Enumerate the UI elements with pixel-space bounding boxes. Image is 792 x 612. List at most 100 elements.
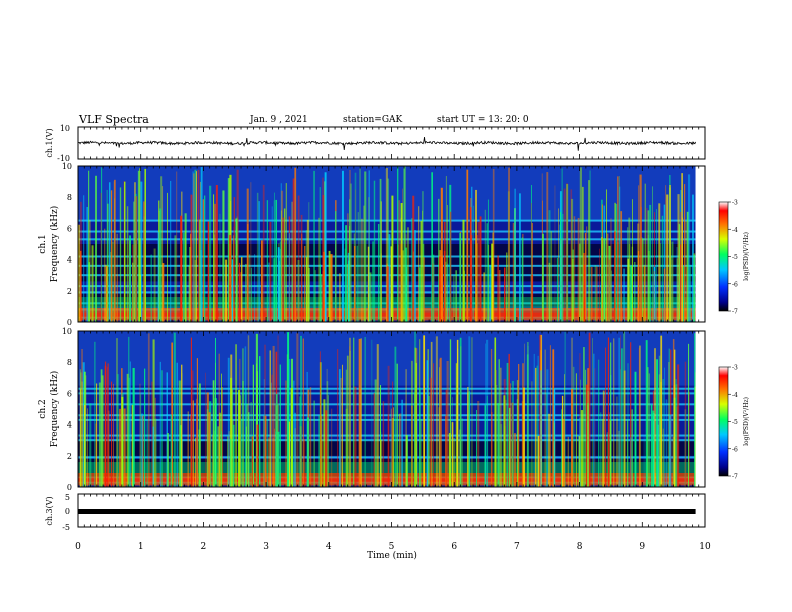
sferic-streak: [318, 415, 320, 487]
sferic-streak: [490, 348, 493, 487]
sferic-streak: [319, 351, 321, 487]
sferic-streak: [246, 188, 249, 322]
sferic-streak: [195, 171, 197, 322]
sferic-streak: [202, 199, 204, 322]
sferic-streak: [423, 257, 426, 322]
sferic-streak: [204, 195, 206, 322]
sferic-streak: [364, 337, 366, 487]
sferic-streak: [313, 400, 315, 487]
sferic-streak: [448, 433, 451, 487]
sferic-streak: [685, 221, 687, 322]
sferic-streak: [325, 410, 328, 487]
sferic-streak: [294, 412, 297, 487]
sferic-streak: [285, 183, 287, 322]
frequency-band: [78, 434, 696, 437]
y-tick-label: 10: [62, 327, 72, 336]
sferic-streak: [611, 270, 613, 322]
sferic-streak: [300, 439, 302, 487]
sferic-streak: [658, 355, 661, 487]
sferic-streak: [268, 437, 270, 487]
sferic-streak: [606, 189, 608, 322]
sferic-streak: [645, 340, 648, 487]
sferic-streak: [139, 383, 141, 487]
sferic-streak: [521, 237, 524, 322]
sferic-streak: [227, 436, 229, 487]
sferic-streak: [594, 265, 596, 322]
sferic-streak: [291, 201, 293, 322]
sferic-streak: [246, 403, 248, 487]
sferic-streak: [495, 384, 498, 487]
sferic-streak: [304, 439, 306, 487]
sferic-streak: [486, 223, 488, 322]
x-tick-labels: 0 1 2 3 4 5 6 7 8 9 10: [75, 542, 711, 552]
sferic-streak: [157, 232, 160, 322]
sferic-streak: [349, 183, 352, 322]
sferic-streak: [152, 339, 155, 487]
sferic-streak: [669, 185, 671, 322]
sferic-streak: [345, 225, 348, 322]
sferic-streak: [675, 384, 678, 487]
sferic-streak: [580, 410, 584, 487]
colorbar-scale: [718, 366, 729, 477]
sferic-streak: [521, 401, 524, 487]
ch1-waveform-line: [77, 137, 696, 151]
sferic-streak: [418, 206, 420, 322]
sferic-streak: [400, 203, 403, 322]
sferic-streak: [140, 181, 143, 322]
colorbar-tick-label: -5: [732, 419, 738, 426]
sferic-streak: [252, 364, 254, 487]
sferic-streak: [471, 234, 473, 322]
sferic-streak: [497, 255, 500, 322]
sferic-streak: [79, 389, 81, 487]
sferic-streak: [213, 194, 215, 322]
sferic-streak: [174, 235, 177, 322]
sferic-streak: [151, 381, 153, 487]
sferic-streak: [639, 174, 642, 322]
sferic-streak: [406, 227, 409, 322]
sferic-streak: [245, 426, 247, 487]
sferic-streak: [656, 359, 658, 487]
x-tick-label: 4: [326, 542, 332, 552]
sferic-streak: [579, 243, 581, 322]
sferic-streak: [390, 408, 392, 487]
sferic-streak: [535, 367, 537, 487]
sferic-streak: [619, 186, 621, 322]
sferic-streak: [373, 393, 375, 487]
sferic-streak: [356, 245, 359, 322]
station-label: station=GAK: [343, 115, 403, 125]
sferic-streak: [572, 259, 574, 322]
sferic-streak: [641, 236, 643, 322]
sferic-streak: [644, 183, 646, 322]
sferic-streak: [285, 380, 287, 487]
sferic-streak: [440, 187, 443, 322]
sferic-streak: [647, 367, 649, 487]
sferic-streak: [279, 241, 281, 322]
sferic-streak: [531, 222, 533, 322]
sferic-streak: [81, 348, 83, 487]
sferic-streak: [190, 194, 193, 322]
sferic-streak: [546, 387, 548, 487]
sferic-streak: [505, 399, 507, 487]
frequency-band: [78, 238, 696, 241]
sferic-streak: [686, 211, 689, 322]
sferic-streak: [627, 363, 629, 487]
sferic-streak: [294, 167, 297, 322]
sferic-streak: [514, 188, 516, 322]
colorbar-tick-label: -6: [732, 446, 738, 453]
sferic-streak: [190, 415, 192, 487]
sferic-streak: [184, 213, 187, 322]
sferic-streak: [302, 338, 305, 487]
sferic-streak: [271, 374, 273, 487]
sferic-streak: [297, 260, 300, 322]
ch1-waveform-panel: ch.1(V) 10 -10: [45, 124, 706, 163]
y-tick-label: 6: [67, 224, 72, 233]
sferic-streak: [413, 392, 415, 487]
sferic-streak: [287, 332, 290, 487]
sferic-streak: [411, 218, 413, 322]
sferic-streak: [613, 338, 615, 487]
sferic-streak: [548, 262, 551, 322]
sferic-streak: [654, 348, 656, 487]
sferic-streak: [95, 423, 97, 487]
sferic-streak: [256, 192, 259, 322]
y-tick-label: 10: [62, 162, 72, 171]
